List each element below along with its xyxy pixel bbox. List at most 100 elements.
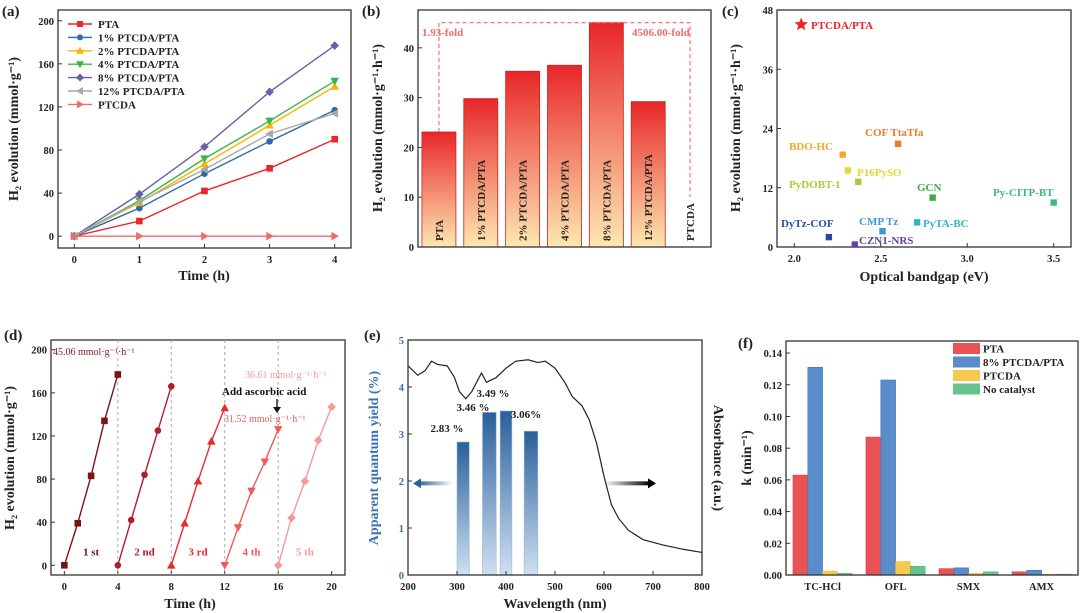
data-point [201, 231, 209, 241]
data-point [313, 435, 323, 445]
series-line [224, 429, 279, 566]
y-tick-label: 0.14 [764, 349, 783, 360]
series-line [63, 374, 119, 566]
aqy-bar-label: 3.49 % [477, 388, 510, 400]
y-tick-label: 0 [42, 561, 47, 572]
y-tick-label: 0.04 [764, 508, 783, 519]
y-tick-label: 0.02 [764, 539, 782, 550]
bar-category-label: 12% PTCDA/PTA [643, 154, 655, 241]
data-point [1050, 199, 1057, 206]
x-tick-label: 700 [645, 582, 661, 593]
point-label: BDO-HC [789, 141, 833, 153]
point-label: COF TtaTfa [865, 127, 924, 139]
bar [1026, 569, 1042, 576]
bar [630, 101, 666, 248]
x-tick-label: 3.0 [961, 254, 974, 265]
x-tick-label: 0 [62, 582, 67, 593]
legend-label: PTA [98, 19, 119, 31]
cycle-2: 3 rd [166, 403, 230, 569]
y-tick-label: 4 [399, 383, 405, 394]
arrow-right-icon [604, 481, 650, 486]
y-tick-label: 36 [763, 65, 774, 76]
bar [463, 98, 499, 248]
fold-annotation: 4506.00-fold [632, 27, 690, 39]
x-tick-label: 2.5 [874, 254, 887, 265]
legend-label: 1% PTCDA/PTA [98, 32, 179, 44]
data-point [265, 87, 274, 97]
y-axis-title: H₂ evolution (mmol·g⁻¹·h⁻¹) [371, 44, 386, 212]
data-point [193, 476, 203, 485]
rate-annotation: 45.06 mmol·g⁻¹·h⁻¹ [53, 347, 135, 358]
diamond-marker [76, 73, 84, 82]
circle-marker [77, 34, 83, 41]
y-tick-label: 0.00 [764, 571, 782, 582]
x-tick-label: 2.0 [788, 254, 801, 265]
data-point [180, 518, 189, 527]
data-point [330, 109, 339, 118]
rate-annotation: 31.52 mmol·g⁻¹·h⁻¹ [224, 414, 306, 425]
y-axis-title: H₂ evolution (mmol·g⁻¹) [7, 57, 22, 201]
data-point [266, 165, 273, 172]
data-point [127, 516, 135, 524]
y-tick-label: 0 [49, 232, 54, 243]
panel-label: (e) [364, 328, 381, 344]
x-tick-label: 3 [267, 255, 272, 266]
data-point [200, 155, 209, 163]
y-axis-title: H₂ evolution (mmol·g⁻¹) [3, 386, 18, 530]
point-label: PTCDA/PTA [811, 20, 873, 32]
legend-label: 8% PTCDA/PTA [983, 357, 1064, 369]
data-point [330, 77, 340, 86]
data-point [61, 561, 68, 569]
series-1: 1% PTCDA/PTA [68, 32, 339, 240]
y-axis-title: Apparent quantum yield (%) [367, 370, 382, 545]
series-6: PTCDA [68, 99, 340, 241]
panel-a-chart: 0 40 80 120 160 200 0 1 2 3 4 H₂ evolution (mmol·g⁻… [7, 9, 352, 284]
y-tick-label: 24 [763, 125, 774, 136]
y-tick-label: 40 [44, 189, 55, 200]
data-point [141, 471, 148, 479]
data-point [87, 472, 95, 480]
cycle-1: 2 nd [114, 383, 175, 569]
data-point [844, 167, 852, 174]
y-tick-label: 120 [38, 103, 54, 114]
aqy-bar-label: 3.46 % [457, 402, 490, 414]
plot-frame [417, 9, 712, 248]
arrow-down-icon [273, 407, 281, 413]
point-label: PyDOBT-1 [789, 179, 841, 191]
data-point [114, 371, 122, 378]
legend-label: 8% PTCDA/PTA [98, 73, 179, 85]
data-point [300, 476, 310, 486]
y-tick-label: 80 [44, 146, 55, 157]
data-point [266, 138, 273, 145]
triangle-right-marker [77, 100, 84, 109]
data-point [273, 426, 283, 434]
triangle-down-marker [76, 61, 84, 69]
cycle-4: 5 th [273, 402, 336, 570]
point-label: DyTz-COF [781, 218, 834, 230]
data-point [220, 561, 230, 570]
aqy-bar [482, 412, 497, 576]
data-point [851, 241, 859, 248]
data-point [913, 219, 921, 226]
panel-label: (b) [362, 4, 380, 20]
triangle-left-marker [76, 87, 83, 95]
y-tick-label: 10 [404, 193, 415, 204]
bar-category-label: 1% PTCDA/PTA [476, 160, 488, 241]
bar [865, 436, 882, 576]
data-point [200, 142, 209, 152]
y-tick-label: 40 [404, 44, 415, 55]
x-tick-label: 8 [169, 582, 174, 593]
plot-frame [407, 339, 703, 576]
x-tick-label: 20 [326, 582, 337, 593]
x-tick-label: 800 [694, 582, 710, 593]
data-point [207, 437, 216, 445]
y-tick-label: 0.06 [764, 476, 782, 487]
bar-category-label: PTCDA [685, 203, 697, 241]
data-point [839, 151, 846, 158]
panel-label: (a) [2, 4, 20, 20]
point-label: GCN [917, 182, 942, 194]
bar-category-label: PTA [434, 220, 446, 241]
panel-b-chart: 0 10 20 30 40 H₂ evolution (mmol·g⁻¹·h⁻¹) PTA 1… [371, 9, 712, 254]
panel-c-chart: 0 12 24 36 48 2.0 2.5 3.0 3.5 H₂ evolution (mmol·… [729, 6, 1072, 285]
